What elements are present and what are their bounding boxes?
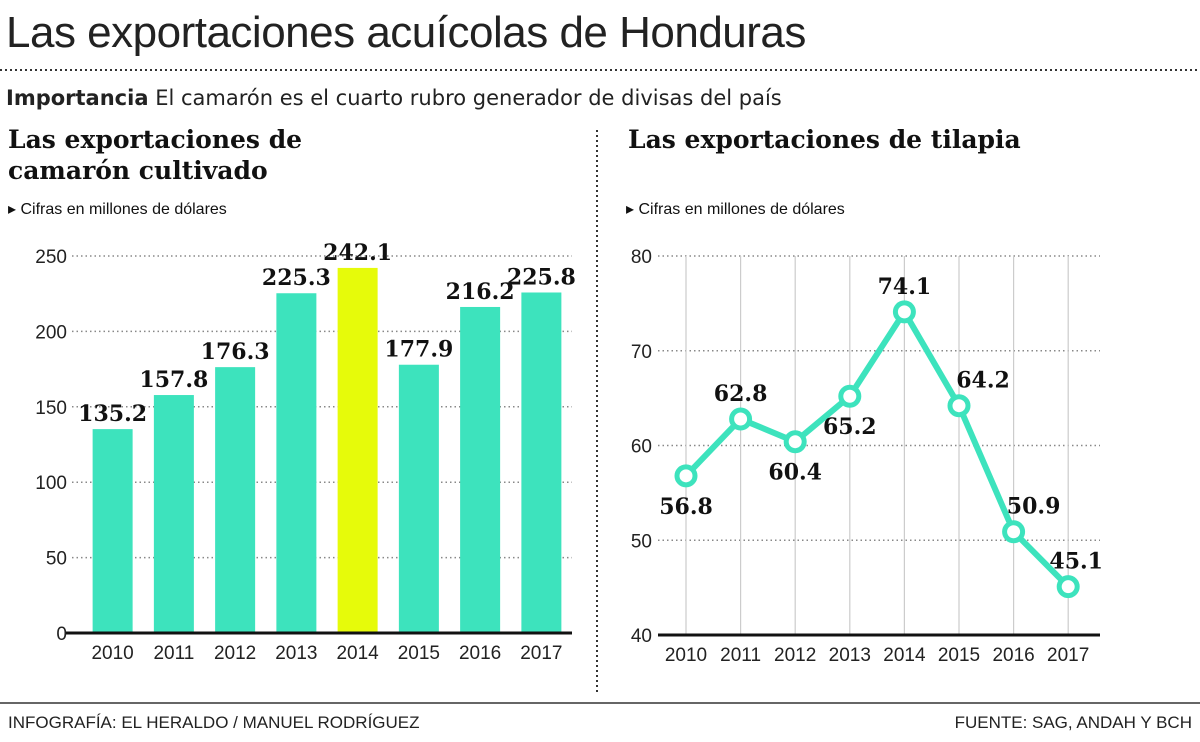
x-tick-label: 2017	[520, 643, 562, 664]
x-tick-label: 2013	[275, 643, 317, 664]
subtitle: Importancia El camarón es el cuarto rubr…	[6, 86, 782, 110]
page-title: Las exportaciones acuícolas de Honduras	[6, 8, 806, 57]
x-tick-label: 2013	[829, 645, 871, 666]
x-tick-label: 2016	[459, 643, 501, 664]
data-point	[892, 300, 916, 324]
x-tick-label: 2015	[938, 645, 980, 666]
y-tick-label: 60	[631, 437, 652, 458]
triangle-bullet-icon: ▸	[626, 201, 639, 218]
data-point	[783, 430, 807, 454]
tilapia-unit-text: Cifras en millones de dólares	[638, 201, 845, 218]
point-value-label: 60.4	[768, 460, 822, 486]
data-point	[947, 394, 971, 418]
shrimp-bar-chart: 0 50 100 150 200 250 135.2 2010 157.8 2011 176.3 20…	[35, 240, 576, 664]
x-tick-label: 2012	[214, 643, 256, 664]
subtitle-lead: Importancia	[6, 86, 149, 110]
bar	[276, 293, 317, 633]
data-point	[674, 464, 698, 488]
bar	[337, 267, 378, 633]
subtitle-text: El camarón es el cuarto rubro generador …	[155, 86, 782, 110]
data-point	[1002, 520, 1026, 544]
y-tick-label: 150	[35, 398, 67, 419]
bar-value-label: 225.8	[507, 264, 576, 290]
x-tick-label: 2014	[883, 645, 926, 666]
x-tick-label: 2017	[1047, 645, 1089, 666]
point-value-label: 45.1	[1049, 549, 1103, 575]
tilapia-line-chart: 40 50 60 70 80 2010 2011 2012 2013 2014 2015 2016 20…	[631, 247, 1103, 666]
y-tick-label: 100	[35, 473, 67, 494]
x-tick-label: 2011	[153, 643, 194, 664]
bar-value-label: 135.2	[78, 401, 147, 427]
triangle-bullet-icon: ▸	[8, 201, 21, 218]
x-tick-label: 2010	[91, 643, 133, 664]
data-point	[729, 407, 753, 431]
x-tick-label: 2011	[720, 645, 761, 666]
data-point	[1056, 575, 1080, 599]
bar-value-label: 242.1	[323, 240, 392, 266]
point-value-label: 62.8	[714, 381, 768, 407]
tilapia-unit-note: ▸ Cifras en millones de dólares	[626, 199, 845, 219]
tilapia-chart-title: Las exportaciones de tilapia	[628, 125, 1021, 154]
data-point	[838, 384, 862, 408]
x-tick-label: 2014	[336, 643, 379, 664]
bar-value-label: 177.9	[384, 337, 453, 363]
bar-value-label: 157.8	[139, 367, 208, 393]
bar	[153, 395, 194, 633]
x-tick-label: 2016	[992, 645, 1034, 666]
shrimp-unit-text: Cifras en millones de dólares	[20, 201, 227, 218]
x-tick-label: 2015	[398, 643, 440, 664]
point-value-label: 56.8	[659, 494, 713, 520]
point-value-label: 74.1	[878, 274, 932, 300]
bar	[92, 429, 133, 633]
x-tick-label: 2010	[665, 645, 707, 666]
bar	[521, 292, 562, 633]
x-tick-label: 2012	[774, 645, 816, 666]
y-tick-label: 40	[631, 626, 652, 647]
bar	[460, 306, 501, 633]
credit: INFOGRAFÍA: EL HERALDO / MANUEL RODRÍGUE…	[8, 713, 420, 732]
point-value-label: 64.2	[956, 368, 1010, 394]
y-tick-label: 50	[631, 531, 652, 552]
point-value-label: 50.9	[1007, 494, 1061, 520]
series-line	[683, 308, 1071, 589]
bar-value-label: 225.3	[262, 265, 331, 291]
bar	[215, 367, 256, 633]
shrimp-chart-title: Las exportaciones de camarón cultivado	[8, 125, 303, 185]
bar	[398, 364, 439, 633]
shrimp-unit-note: ▸ Cifras en millones de dólares	[8, 199, 227, 219]
bar-value-label: 176.3	[201, 339, 270, 365]
bar-value-label: 216.2	[446, 279, 515, 305]
point-value-label: 65.2	[823, 414, 877, 440]
y-tick-label: 70	[631, 342, 652, 363]
y-tick-label: 80	[631, 247, 652, 268]
y-tick-label: 250	[35, 247, 67, 268]
source: FUENTE: SAG, ANDAH Y BCH	[954, 713, 1192, 732]
y-tick-label: 0	[56, 624, 67, 645]
y-tick-label: 50	[46, 549, 67, 570]
y-tick-label: 200	[35, 322, 67, 343]
